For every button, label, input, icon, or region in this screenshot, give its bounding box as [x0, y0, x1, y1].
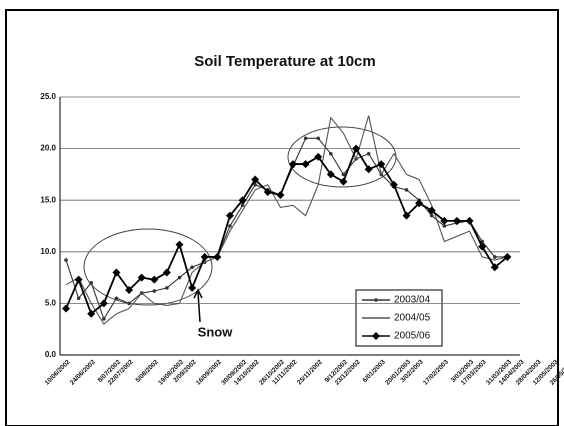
point: [440, 216, 449, 225]
point: [112, 268, 121, 277]
point: [150, 275, 159, 284]
point: [303, 136, 308, 141]
point: [289, 160, 297, 169]
y-tick-label: 0.0: [45, 350, 57, 359]
point: [152, 289, 157, 293]
y-tick-label: 10.0: [40, 247, 56, 256]
point: [480, 239, 484, 244]
point: [190, 265, 194, 270]
point: [102, 317, 106, 321]
point: [276, 191, 285, 200]
point: [503, 252, 512, 261]
point: [251, 175, 260, 184]
point: [341, 172, 346, 177]
point: [316, 136, 321, 141]
point: [188, 283, 197, 292]
point: [415, 199, 424, 208]
point: [326, 170, 335, 179]
point: [301, 160, 310, 169]
legend-label: 2004/05: [394, 313, 431, 324]
chart-title: Soil Temperature at 10cm: [194, 53, 375, 70]
point: [366, 151, 371, 156]
y-tick-label: 25.0: [40, 92, 56, 101]
point: [377, 160, 386, 169]
point: [263, 187, 272, 196]
point: [238, 196, 247, 205]
point: [228, 224, 232, 228]
annotation-arrow: [197, 291, 201, 323]
x-tick-label: 25/11/2002: [296, 358, 324, 386]
x-tick-label: 10/06/2002: [44, 358, 72, 386]
point: [89, 280, 94, 285]
point: [127, 301, 131, 306]
point: [87, 309, 96, 318]
point: [314, 152, 323, 161]
point: [372, 332, 380, 340]
highlight-ellipse: [83, 228, 213, 306]
point: [478, 242, 487, 251]
x-tick-label: 24/06/2002: [69, 358, 97, 386]
point: [137, 273, 146, 282]
point: [64, 258, 68, 262]
legend-label: 2003/04: [394, 295, 431, 306]
point: [452, 216, 461, 225]
point: [404, 188, 409, 192]
point: [175, 240, 184, 249]
point: [114, 296, 119, 301]
x-tick-label: 6/01/2003: [362, 358, 388, 384]
point: [429, 213, 434, 218]
point: [240, 203, 245, 208]
annotation-arrowhead: [193, 288, 203, 299]
point: [99, 299, 108, 308]
x-tick-label: 5/08/2002: [135, 358, 161, 384]
point: [374, 298, 378, 302]
point: [177, 275, 182, 280]
point: [213, 252, 222, 261]
y-tick-label: 15.0: [40, 195, 56, 204]
legend-label: 2005/06: [394, 331, 431, 342]
point: [442, 224, 447, 228]
point: [427, 206, 436, 215]
point: [389, 180, 398, 189]
point: [225, 211, 234, 220]
y-tick-label: 5.0: [45, 299, 57, 308]
point: [490, 263, 499, 272]
x-tick-label: 16/09/2002: [195, 358, 223, 386]
point: [465, 216, 474, 225]
point: [200, 252, 209, 261]
annotation: Snow: [198, 324, 234, 339]
point: [352, 144, 361, 153]
point: [165, 286, 169, 290]
point: [162, 268, 171, 277]
point: [125, 285, 134, 294]
point: [62, 304, 70, 313]
point: [76, 296, 81, 301]
point: [339, 177, 348, 186]
x-tick-label: 17/02/2003: [422, 358, 450, 386]
frame: [5, 9, 559, 426]
highlight-ellipse: [287, 126, 397, 188]
point: [253, 182, 257, 187]
y-tick-label: 20.0: [40, 144, 56, 153]
point: [492, 255, 497, 259]
point: [74, 275, 83, 284]
point: [402, 211, 411, 220]
point: [329, 151, 333, 156]
point: [364, 165, 373, 174]
